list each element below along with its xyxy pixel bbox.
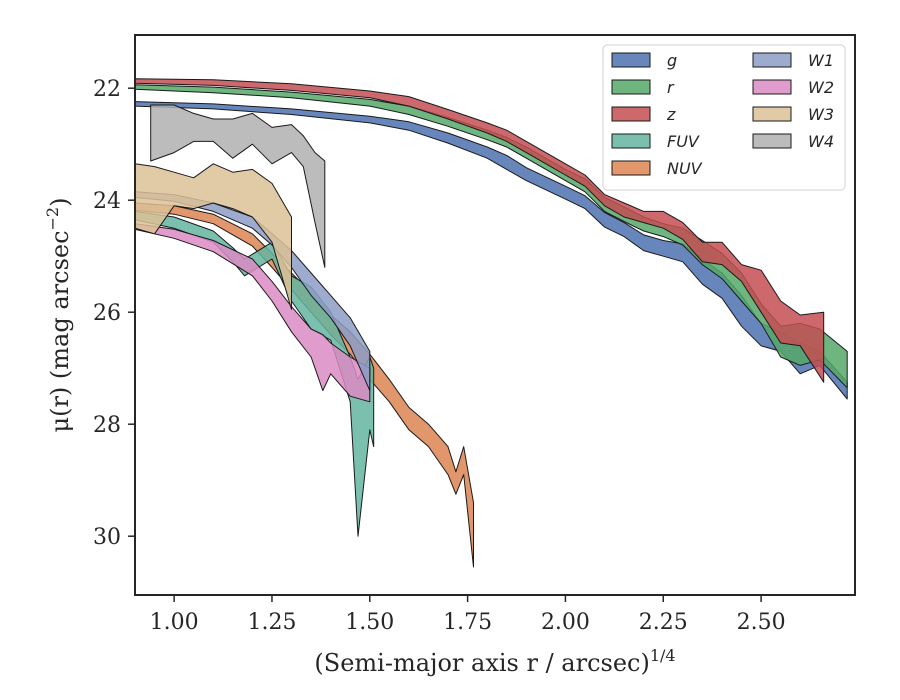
legend-swatch-FUV	[611, 133, 651, 149]
legend-swatch-W2	[752, 79, 792, 95]
y-axis: 22 24 26 28 30	[93, 77, 135, 550]
y-axis-label-text: μ(r) (mag arcsec	[46, 230, 74, 432]
series-bands	[135, 78, 848, 568]
y-tick-label: 24	[93, 189, 121, 214]
y-tick-label: 26	[93, 301, 121, 326]
band-W2	[135, 223, 371, 403]
x-axis-label: (Semi-major axis r / arcsec)1/4	[314, 646, 675, 677]
x-tick-label: 1.25	[247, 610, 296, 635]
legend-label-g: g	[667, 51, 677, 70]
y-tick-label: 28	[93, 413, 121, 438]
legend-label-FUV: FUV	[667, 132, 700, 151]
legend-label-r: r	[667, 78, 675, 97]
legend-label-W3: W3	[808, 105, 834, 124]
legend-swatch-W1	[752, 52, 792, 68]
legend-label-W1: W1	[808, 51, 834, 70]
legend-label-NUV: NUV	[667, 159, 703, 178]
legend-swatch-NUV	[611, 160, 651, 176]
legend-swatch-W4	[752, 133, 792, 149]
band-NUV	[135, 202, 474, 568]
legend-label-W2: W2	[808, 78, 834, 97]
y-axis-label-sup: −2	[43, 207, 62, 231]
y-tick-label: 22	[93, 77, 121, 102]
x-tick-label: 2.25	[639, 610, 688, 635]
legend-swatch-g	[611, 52, 651, 68]
legend-label-z: z	[666, 105, 676, 124]
band-W3	[135, 163, 292, 310]
x-tick-label: 1.75	[443, 610, 492, 635]
band-W4	[150, 104, 326, 268]
legend-swatch-W3	[752, 106, 792, 122]
x-axis: 1.00 1.25 1.50 1.75 2.00 2.25 2.50	[150, 595, 786, 635]
band-z	[135, 78, 825, 383]
legend-swatch-r	[611, 79, 651, 95]
x-tick-label: 2.00	[541, 610, 590, 635]
legend: grz FUV NUV W1 W2 W3 W4	[602, 44, 846, 191]
y-axis-label: μ(r) (mag arcsec−2)	[43, 198, 74, 433]
y-tick-label: 30	[93, 525, 121, 550]
x-tick-label: 1.50	[345, 610, 394, 635]
legend-swatch-z	[611, 106, 651, 122]
x-tick-label: 1.00	[150, 610, 199, 635]
plot-frame	[134, 34, 856, 596]
legend-label-W4: W4	[808, 132, 834, 151]
x-axis-label-sup: 1/4	[650, 646, 676, 665]
y-axis-label-close: )	[46, 198, 74, 207]
x-axis-label-text: (Semi-major axis r / arcsec)	[314, 649, 649, 677]
band-g	[135, 101, 848, 400]
x-tick-label: 2.50	[737, 610, 786, 635]
